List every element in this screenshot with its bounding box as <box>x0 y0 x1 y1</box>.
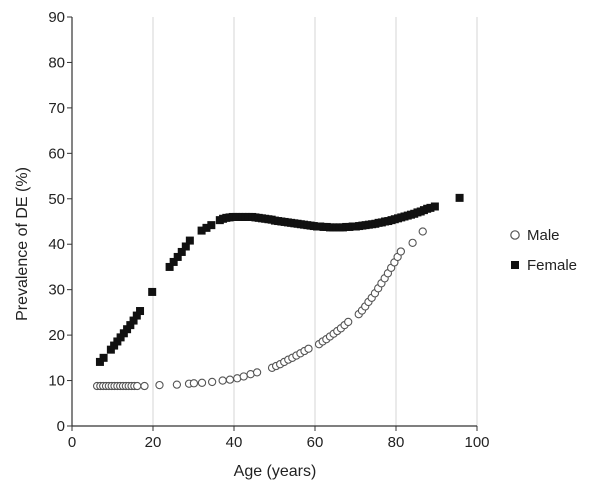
female-point <box>169 257 178 266</box>
y-tick-label: 60 <box>48 145 65 162</box>
female-point <box>123 325 132 334</box>
female-point <box>177 247 186 256</box>
male-point <box>172 380 182 389</box>
x-axis-ticks: 0 20 40 60 80 100 <box>68 426 490 451</box>
y-tick-label: 80 <box>48 54 65 71</box>
axes <box>71 17 477 427</box>
x-tick-label: 20 <box>145 434 162 451</box>
male-point <box>344 317 353 327</box>
male-point <box>140 381 149 391</box>
male-point <box>197 378 207 387</box>
female-point <box>148 287 157 296</box>
female-point <box>165 262 174 271</box>
x-tick-label: 80 <box>388 434 405 451</box>
female-point <box>119 329 128 338</box>
x-tick-label: 0 <box>68 434 76 451</box>
y-tick-label: 50 <box>48 191 65 208</box>
male-point <box>155 380 164 390</box>
male-point <box>408 238 417 248</box>
x-tick-label: 100 <box>464 434 489 451</box>
x-tick-label: 60 <box>307 434 324 451</box>
female-point <box>207 221 216 230</box>
male-point <box>396 247 406 256</box>
female-point <box>116 333 125 342</box>
series-female <box>95 193 464 366</box>
legend-female-label: Female <box>527 257 577 274</box>
y-tick-label: 90 <box>48 9 65 26</box>
gridlines <box>152 17 478 426</box>
x-tick-label: 40 <box>226 434 243 451</box>
legend: Male Female <box>510 227 577 274</box>
male-point <box>133 381 142 391</box>
female-point <box>129 316 138 325</box>
female-point <box>181 242 190 251</box>
y-axis-ticks: 0 10 20 30 40 50 60 70 80 90 <box>48 9 72 435</box>
female-point <box>95 357 104 366</box>
female-point <box>426 203 435 212</box>
y-tick-label: 20 <box>48 327 65 344</box>
female-point <box>99 353 108 362</box>
female-point <box>202 223 211 232</box>
male-point <box>418 227 427 236</box>
y-tick-label: 40 <box>48 236 65 253</box>
y-tick-label: 30 <box>48 282 65 299</box>
female-point <box>106 345 115 354</box>
male-point <box>252 368 262 377</box>
legend-male-label: Male <box>527 227 560 244</box>
female-point <box>430 202 439 211</box>
y-tick-label: 70 <box>48 100 65 117</box>
y-tick-label: 10 <box>48 373 65 390</box>
male-point <box>225 375 235 384</box>
female-point <box>132 311 141 320</box>
legend-item-male: Male <box>510 227 560 244</box>
female-point <box>113 337 122 346</box>
female-point <box>136 307 145 316</box>
male-point <box>218 376 227 385</box>
female-point <box>197 226 206 235</box>
series-male <box>92 227 427 391</box>
male-point <box>239 372 248 381</box>
male-point <box>189 379 199 388</box>
male-point <box>304 344 313 353</box>
legend-female-marker <box>511 261 519 269</box>
female-point <box>126 321 135 330</box>
female-point <box>110 341 119 350</box>
y-tick-label: 0 <box>57 418 65 435</box>
legend-item-female: Female <box>511 257 577 274</box>
female-point <box>173 252 182 261</box>
female-point <box>185 236 194 245</box>
female-point <box>455 193 464 202</box>
y-axis-title: Prevalence of DE (%) <box>14 167 31 321</box>
legend-male-marker <box>510 230 520 240</box>
male-point <box>207 377 217 387</box>
x-axis-title: Age (years) <box>234 463 317 480</box>
